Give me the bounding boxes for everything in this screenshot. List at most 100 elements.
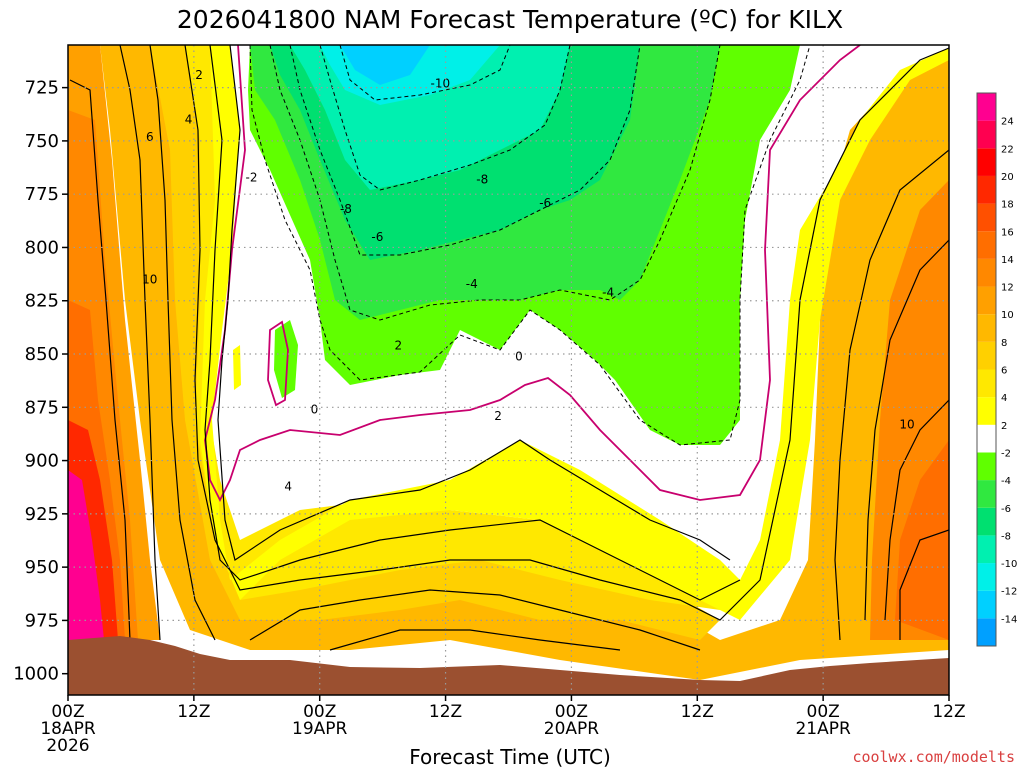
colorbar-label: 4 bbox=[1001, 393, 1007, 404]
contour-label: -6 bbox=[539, 196, 551, 210]
colorbar-swatch bbox=[977, 563, 996, 591]
x-tick-label: 00Z bbox=[555, 702, 588, 722]
colorbar-label: 24 bbox=[1001, 117, 1014, 128]
colorbar-label: -4 bbox=[1001, 476, 1011, 487]
colorbar-label: -14 bbox=[1001, 614, 1017, 625]
contour-label: -8 bbox=[476, 172, 488, 186]
contour-label: 2 bbox=[395, 339, 403, 353]
colorbar-label: -8 bbox=[1001, 531, 1011, 542]
colorbar-label: 6 bbox=[1001, 366, 1007, 377]
temp-band-2-4 bbox=[185, 45, 949, 620]
colorbar-label: 12 bbox=[1001, 283, 1014, 294]
colorbar-swatch bbox=[977, 535, 996, 564]
y-tick-label: 975 bbox=[25, 610, 59, 631]
y-tick-label: 950 bbox=[25, 557, 59, 578]
chart-title: 2026041800 NAM Forecast Temperature (ºC)… bbox=[177, 5, 843, 34]
ground-surface bbox=[68, 636, 949, 695]
x-tick-label: 2026 bbox=[46, 736, 89, 756]
colorbar-swatch bbox=[977, 93, 996, 121]
temp-band-4-6 bbox=[150, 45, 720, 610]
y-tick-label: 800 bbox=[25, 237, 59, 258]
grid bbox=[68, 45, 949, 695]
contour-label: 0 bbox=[311, 403, 319, 417]
watermark: coolwx.com/modelts bbox=[852, 748, 1015, 766]
y-tick-label: 1000 bbox=[13, 664, 59, 685]
colorbar-swatch bbox=[977, 480, 996, 508]
x-tick-label: 12Z bbox=[429, 702, 462, 722]
temp-band-left-22 bbox=[68, 470, 104, 640]
contour-label: -4 bbox=[466, 277, 478, 291]
colorbar-label: -10 bbox=[1001, 559, 1017, 570]
colorbar-swatch bbox=[977, 175, 996, 204]
y-tick-label: 850 bbox=[25, 344, 59, 365]
colorbar-swatch bbox=[977, 341, 996, 370]
contour-label: -6 bbox=[371, 230, 383, 244]
y-tick-label: 875 bbox=[25, 397, 59, 418]
colorbar-swatch bbox=[977, 452, 996, 481]
y-tick-label: 750 bbox=[25, 131, 59, 152]
y-tick-label: 900 bbox=[25, 451, 59, 472]
x-tick-label: 12Z bbox=[177, 702, 210, 722]
colorbar-swatch bbox=[977, 120, 996, 149]
colorbar-swatch bbox=[977, 618, 996, 646]
y-tick-label: 775 bbox=[25, 184, 59, 205]
x-tick-label: 19APR bbox=[292, 719, 348, 739]
contour-label: 10 bbox=[142, 273, 157, 287]
colorbar-swatch bbox=[977, 507, 996, 536]
temp-band-cold-12 bbox=[340, 45, 430, 85]
x-tick-label: 18APR bbox=[40, 719, 96, 739]
x-tick-label: 00Z bbox=[51, 702, 84, 722]
colorbar-swatch bbox=[977, 369, 996, 398]
contour-label: -4 bbox=[602, 285, 614, 299]
colorbar-label: 8 bbox=[1001, 338, 1007, 349]
y-tick-label: 725 bbox=[25, 78, 59, 99]
contour-label: 2 bbox=[494, 409, 502, 423]
temp-band-cold-isolated bbox=[274, 320, 298, 398]
contour-label: 2 bbox=[195, 68, 203, 82]
colorbar-swatch bbox=[977, 231, 996, 259]
temp-band-6-8 bbox=[100, 45, 720, 640]
colorbar-label: -2 bbox=[1001, 448, 1011, 459]
contour-label: 4 bbox=[185, 113, 193, 127]
contour-label: -8 bbox=[340, 202, 352, 216]
y-tick-label: 925 bbox=[25, 504, 59, 525]
colorbar-label: 16 bbox=[1001, 227, 1014, 238]
dashed-contours bbox=[249, 45, 811, 446]
y-axis: 725 750 775 800 825 850 875 900 925 950 975 1000 bbox=[13, 78, 68, 685]
temp-band-8-10 bbox=[68, 45, 949, 680]
x-axis-label: Forecast Time (UTC) bbox=[409, 745, 611, 768]
colorbar-label: -12 bbox=[1001, 587, 1017, 598]
colorbar-label: 18 bbox=[1001, 200, 1014, 211]
contour-label: -10 bbox=[431, 76, 451, 90]
colorbar-label: 10 bbox=[1001, 310, 1014, 321]
temp-band-right-warm2 bbox=[895, 440, 949, 640]
colorbar-swatch bbox=[977, 148, 996, 176]
contour-label: -2 bbox=[246, 170, 258, 184]
colorbar-label: 20 bbox=[1001, 172, 1014, 183]
colorbar-label: 14 bbox=[1001, 255, 1014, 266]
colorbar-swatch bbox=[977, 203, 996, 232]
y-tick-label: 825 bbox=[25, 291, 59, 312]
colorbar-label: 2 bbox=[1001, 421, 1007, 432]
contour-label: 0 bbox=[515, 349, 523, 363]
colorbar-swatch bbox=[977, 314, 996, 342]
plot-frame bbox=[67, 44, 950, 696]
colorbar-swatch bbox=[977, 590, 996, 619]
colorbar-swatch bbox=[977, 286, 996, 315]
contour-labels: 2 4 6 10 -2 -10 -8 -8 -6 -6 -4 -4 2 0 0 2 4 10 bbox=[142, 68, 915, 493]
x-tick-label: 21APR bbox=[795, 719, 851, 739]
colorbar-label: 22 bbox=[1001, 144, 1014, 155]
contour-label: 4 bbox=[284, 479, 292, 493]
solid-contours bbox=[69, 45, 949, 651]
x-tick-label: 00Z bbox=[303, 702, 336, 722]
x-tick-label: 20APR bbox=[544, 719, 600, 739]
x-tick-label: 00Z bbox=[807, 702, 840, 722]
temp-band-warm-isolated bbox=[233, 345, 241, 390]
colorbar-swatch bbox=[977, 424, 996, 453]
colorbar-swatch bbox=[977, 397, 996, 425]
contour-label: 10 bbox=[899, 417, 914, 431]
x-tick-label: 12Z bbox=[681, 702, 714, 722]
contour-label: 6 bbox=[146, 130, 154, 144]
